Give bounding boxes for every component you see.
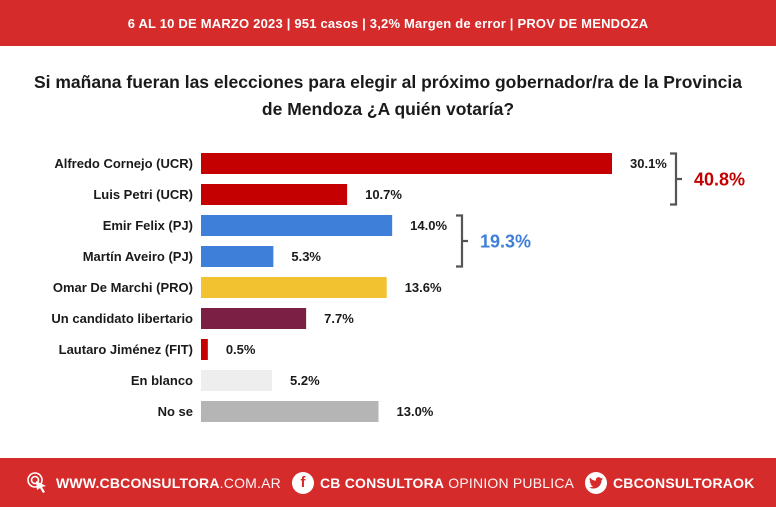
tw-text-bold: CBCONSULTORAOK bbox=[613, 474, 755, 491]
category-label: Martín Aveiro (PJ) bbox=[83, 249, 193, 264]
category-label: Lautaro Jiménez (FIT) bbox=[59, 342, 193, 357]
value-label: 7.7% bbox=[324, 311, 354, 326]
bar bbox=[201, 308, 307, 329]
group-bracket bbox=[456, 214, 468, 268]
question-line-2: de Mendoza ¿A quién votaría? bbox=[261, 99, 515, 119]
footer-facebook[interactable]: f CB CONSULTORA OPINION PUBLICA bbox=[292, 458, 574, 507]
value-label: 13.6% bbox=[405, 280, 442, 295]
category-label: Emir Felix (PJ) bbox=[103, 218, 193, 233]
category-label: Luis Petri (UCR) bbox=[93, 187, 193, 202]
value-label: 5.2% bbox=[290, 373, 320, 388]
bar bbox=[201, 277, 387, 298]
web-text-bold: WWW.CBCONSULTORA bbox=[56, 474, 220, 491]
bar bbox=[201, 370, 273, 391]
value-label: 13.0% bbox=[397, 404, 434, 419]
bar bbox=[201, 339, 208, 360]
group-total-label: 40.8% bbox=[694, 170, 745, 190]
web-text-light: .COM.AR bbox=[219, 474, 281, 491]
category-label: No se bbox=[158, 404, 193, 419]
value-label: 0.5% bbox=[226, 342, 256, 357]
category-label: Un candidato libertario bbox=[51, 311, 193, 326]
group-bracket bbox=[670, 152, 682, 206]
bar bbox=[201, 184, 348, 205]
category-label: Omar De Marchi (PRO) bbox=[53, 280, 193, 295]
vote-intention-chart: Alfredo Cornejo (UCR) 30.1% Luis Petri (UC… bbox=[51, 152, 745, 422]
value-label: 5.3% bbox=[291, 249, 321, 264]
category-label: En blanco bbox=[131, 373, 193, 388]
facebook-icon: f bbox=[292, 471, 314, 494]
bar bbox=[201, 246, 274, 267]
bar bbox=[201, 215, 393, 236]
value-label: 10.7% bbox=[365, 187, 402, 202]
bar bbox=[201, 401, 379, 422]
value-label: 14.0% bbox=[410, 218, 447, 233]
footer-twitter[interactable]: CBCONSULTORAOK bbox=[585, 458, 755, 507]
question-title: Si mañana fueran las elecciones para ele… bbox=[0, 69, 776, 123]
fb-text-bold: CB CONSULTORA bbox=[320, 474, 445, 491]
fb-text-light: OPINION PUBLICA bbox=[444, 474, 575, 491]
bar bbox=[201, 153, 612, 174]
group-total-label: 19.3% bbox=[480, 232, 531, 252]
survey-info: 6 AL 10 DE MARZO 2023 | 951 casos | 3,2%… bbox=[127, 15, 649, 31]
footer-bar: WWW.CBCONSULTORA.COM.AR f CB CONSULTORA … bbox=[0, 458, 776, 507]
top-banner: 6 AL 10 DE MARZO 2023 | 951 casos | 3,2%… bbox=[0, 0, 776, 46]
question-line-1: Si mañana fueran las elecciones para ele… bbox=[33, 72, 743, 92]
cursor-click-icon bbox=[27, 471, 46, 493]
category-label: Alfredo Cornejo (UCR) bbox=[54, 156, 193, 171]
footer-web[interactable]: WWW.CBCONSULTORA.COM.AR bbox=[26, 458, 281, 507]
twitter-icon bbox=[585, 471, 607, 494]
value-label: 30.1% bbox=[630, 156, 667, 171]
